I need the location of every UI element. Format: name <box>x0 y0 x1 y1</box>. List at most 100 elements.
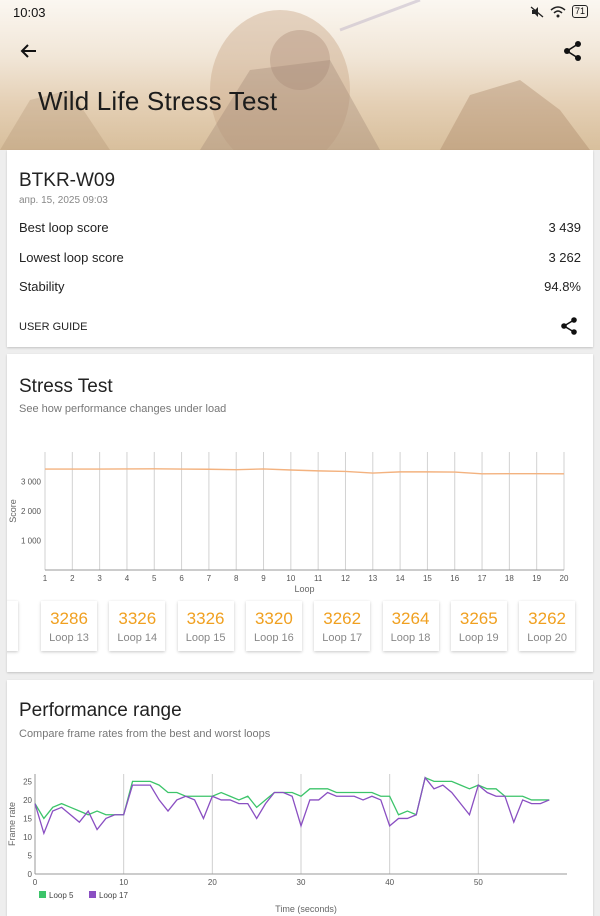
loop-score: 3286 <box>50 609 88 628</box>
perf-subtitle: Compare frame rates from the best and wo… <box>19 728 271 740</box>
loop-score: 3 <box>7 609 18 629</box>
battery-icon: 71 <box>571 5 588 18</box>
x-tick-label: 11 <box>314 574 323 583</box>
x-tick-label: 19 <box>532 574 541 583</box>
share-result-button[interactable] <box>559 316 579 336</box>
best-loop-value: 3 439 <box>548 220 581 235</box>
back-button[interactable] <box>16 40 42 62</box>
page-title: Wild Life Stress Test <box>38 86 278 116</box>
x-tick-label: 8 <box>234 574 239 583</box>
loop-tile[interactable]: 3262 Loop 20 <box>519 601 576 651</box>
best-loop-row: Best loop score 3 439 <box>19 220 581 235</box>
status-time: 10:03 <box>13 5 46 20</box>
loop-tile[interactable]: 3320 Loop 16 <box>245 601 302 651</box>
header-artwork <box>0 0 590 150</box>
x-tick-label: 13 <box>368 574 377 583</box>
series-line-loop-17 <box>34 776 550 836</box>
stress-subtitle: See how performance changes under load <box>19 403 227 415</box>
loop-tile[interactable]: 3262 Loop 17 <box>314 601 371 651</box>
loop-score: 3265 <box>459 609 498 628</box>
x-tick-label: 15 <box>423 574 432 583</box>
stability-value: 94.8% <box>544 279 581 294</box>
x-tick-label: 2 <box>70 574 75 583</box>
wifi-icon <box>550 5 566 17</box>
x-tick-label: 30 <box>297 878 306 887</box>
x-tick-label: 7 <box>207 574 212 583</box>
loop-tile-partial[interactable]: 3 <box>7 601 18 651</box>
header-banner: 10:03 71 Wild Life Stress Test <box>0 0 600 150</box>
y-tick-label: 5 <box>28 851 33 860</box>
lowest-loop-value: 3 262 <box>548 250 581 265</box>
y-tick-label: 10 <box>23 833 32 842</box>
lowest-loop-label: Lowest loop score <box>19 250 124 265</box>
loop-score: 3262 <box>528 609 566 628</box>
x-tick-label: 10 <box>286 574 295 583</box>
loop-score: 3264 <box>391 609 430 628</box>
x-axis-label: Loop <box>294 584 314 594</box>
y-tick-label: 25 <box>23 777 32 786</box>
perf-title: Performance range <box>19 700 182 721</box>
loop-carousel[interactable]: 3 3286 Loop 13 3326 Loop 14 3326 Loop 15 3320 L… <box>7 599 593 657</box>
stability-row: Stability 94.8% <box>19 279 581 294</box>
loop-score: 3262 <box>323 609 362 628</box>
x-tick-label: 14 <box>396 574 405 583</box>
loop-name: Loop 13 <box>49 632 89 644</box>
loop-name: Loop 17 <box>322 632 363 644</box>
x-tick-label: 4 <box>125 574 130 583</box>
y-tick-label: 2 000 <box>21 507 42 516</box>
loop-name: Loop 20 <box>527 632 567 644</box>
legend-label: Loop 17 <box>99 891 128 900</box>
device-name: BTKR-W09 <box>19 170 116 191</box>
x-tick-label: 20 <box>560 574 569 583</box>
share-icon <box>564 41 581 61</box>
performance-chart: 0 10 20 30 40 50 0 5 10 15 20 25 Frame rate Loop 5 Loo… <box>7 774 567 914</box>
user-guide-link[interactable]: USER GUIDE <box>19 321 88 333</box>
x-tick-label: 40 <box>385 878 394 887</box>
x-tick-label: 16 <box>450 574 459 583</box>
share-button[interactable] <box>562 40 584 62</box>
x-tick-label: 20 <box>208 878 217 887</box>
legend-label: Loop 5 <box>49 891 74 900</box>
stress-title: Stress Test <box>19 376 113 397</box>
y-tick-label: 1 000 <box>21 537 42 546</box>
loop-score: 3326 <box>186 609 225 628</box>
x-tick-label: 6 <box>179 574 184 583</box>
lowest-loop-row: Lowest loop score 3 262 <box>19 250 581 265</box>
x-tick-label: 3 <box>97 574 102 583</box>
loop-name: Loop 16 <box>254 632 294 644</box>
loop-name: Loop 15 <box>185 632 226 644</box>
x-tick-label: 5 <box>152 574 157 583</box>
stability-label: Stability <box>19 279 65 294</box>
x-tick-label: 1 <box>43 574 48 583</box>
y-tick-label: 15 <box>23 814 32 823</box>
loop-name: Loop 19 <box>458 632 499 644</box>
share-icon <box>561 317 577 335</box>
mute-icon <box>530 6 544 17</box>
stress-test-card: Stress Test See how performance changes … <box>7 354 593 672</box>
x-tick-label: 50 <box>474 878 483 887</box>
loop-tile[interactable]: 3286 Loop 13 <box>41 601 97 651</box>
x-tick-label: 9 <box>261 574 266 583</box>
arrow-left-icon <box>20 44 36 58</box>
x-tick-label: 17 <box>478 574 487 583</box>
loop-tile[interactable]: 3326 Loop 15 <box>177 601 234 651</box>
y-axis-label: Frame rate <box>7 802 17 846</box>
loop-tile[interactable]: 3326 Loop 14 <box>109 601 166 651</box>
summary-card: BTKR-W09 апр. 15, 2025 09:03 Best loop s… <box>7 150 593 347</box>
loop-name: Loop 14 <box>117 632 158 644</box>
loop-name: Loop 18 <box>390 632 431 644</box>
loop-tile[interactable]: 3264 Loop 18 <box>382 601 439 651</box>
y-tick-label: 20 <box>23 796 32 805</box>
performance-range-card: Performance range Compare frame rates fr… <box>7 680 593 916</box>
x-tick-label: 12 <box>341 574 350 583</box>
score-series-line <box>45 468 565 475</box>
y-tick-label: 0 <box>28 870 33 879</box>
legend-swatch <box>89 891 96 898</box>
loop-score: 3320 <box>254 609 293 628</box>
loop-tile[interactable]: 3265 Loop 19 <box>450 601 507 651</box>
x-tick-label: 18 <box>505 574 514 583</box>
x-axis-label: Time (seconds) <box>275 904 337 914</box>
x-tick-label: 10 <box>119 878 128 887</box>
legend-swatch <box>39 891 46 898</box>
